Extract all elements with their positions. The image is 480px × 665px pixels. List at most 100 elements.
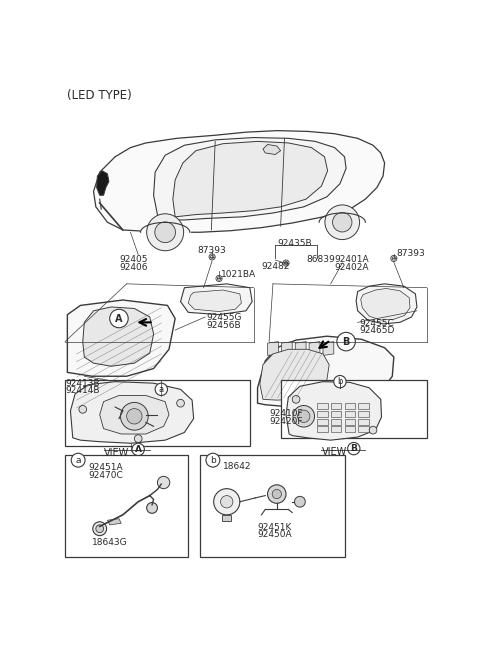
- Polygon shape: [108, 519, 121, 525]
- Circle shape: [79, 406, 86, 413]
- Text: 92420F: 92420F: [269, 417, 302, 426]
- Circle shape: [93, 522, 107, 535]
- Polygon shape: [295, 342, 306, 356]
- Circle shape: [71, 454, 85, 467]
- Text: 92435B: 92435B: [277, 239, 312, 248]
- Text: 92455C: 92455C: [359, 319, 394, 327]
- Text: (LED TYPE): (LED TYPE): [67, 89, 132, 102]
- Text: 92402A: 92402A: [335, 263, 369, 272]
- Bar: [317, 426, 328, 432]
- Text: VIEW: VIEW: [104, 448, 129, 458]
- Bar: [331, 418, 341, 425]
- Polygon shape: [83, 307, 154, 366]
- Circle shape: [292, 396, 300, 403]
- Polygon shape: [96, 171, 109, 196]
- Polygon shape: [180, 284, 252, 315]
- Text: 92410F: 92410F: [269, 410, 303, 418]
- Bar: [359, 426, 369, 432]
- Circle shape: [334, 376, 346, 388]
- Bar: [345, 403, 355, 410]
- Circle shape: [216, 275, 222, 281]
- Text: 92405: 92405: [119, 255, 147, 265]
- Circle shape: [214, 489, 240, 515]
- Circle shape: [333, 213, 352, 232]
- Bar: [345, 418, 355, 425]
- Circle shape: [267, 485, 286, 503]
- Text: 87393: 87393: [198, 246, 227, 255]
- Polygon shape: [281, 342, 292, 356]
- Bar: [359, 411, 369, 417]
- Polygon shape: [309, 342, 320, 356]
- Text: 92451K: 92451K: [258, 523, 292, 531]
- Circle shape: [147, 213, 184, 251]
- Circle shape: [206, 454, 220, 467]
- Circle shape: [283, 260, 289, 266]
- Circle shape: [96, 525, 104, 533]
- Polygon shape: [286, 382, 382, 440]
- Text: 1021BA: 1021BA: [221, 270, 256, 279]
- Bar: [317, 403, 328, 410]
- Text: B: B: [350, 444, 357, 453]
- Text: 18642: 18642: [223, 462, 252, 471]
- Circle shape: [155, 383, 168, 396]
- Circle shape: [272, 489, 281, 499]
- Circle shape: [221, 495, 233, 508]
- Circle shape: [177, 400, 184, 407]
- Circle shape: [127, 408, 142, 424]
- Text: a: a: [159, 385, 164, 394]
- Polygon shape: [267, 342, 278, 356]
- Bar: [359, 403, 369, 410]
- Circle shape: [120, 402, 148, 430]
- Text: 86839: 86839: [306, 255, 335, 265]
- Text: VIEW: VIEW: [322, 447, 347, 457]
- Polygon shape: [154, 138, 346, 230]
- Text: 92470C: 92470C: [88, 471, 123, 480]
- Text: b: b: [337, 377, 343, 386]
- Bar: [281, 380, 427, 438]
- Bar: [65, 380, 250, 446]
- Circle shape: [369, 426, 377, 434]
- Polygon shape: [323, 342, 334, 356]
- Bar: [345, 426, 355, 432]
- Polygon shape: [100, 396, 169, 434]
- Bar: [359, 418, 369, 425]
- Circle shape: [295, 496, 305, 507]
- Text: 92413B: 92413B: [65, 378, 100, 388]
- Text: 92414B: 92414B: [65, 386, 99, 395]
- Circle shape: [391, 255, 397, 261]
- Bar: [222, 515, 231, 521]
- Circle shape: [325, 205, 360, 239]
- Bar: [345, 411, 355, 417]
- Text: b: b: [210, 456, 216, 465]
- Circle shape: [293, 406, 314, 427]
- Text: 92455G: 92455G: [206, 313, 241, 322]
- Text: 92456B: 92456B: [206, 321, 240, 330]
- Bar: [200, 455, 345, 557]
- Circle shape: [134, 435, 142, 442]
- Text: B: B: [342, 336, 350, 346]
- Polygon shape: [260, 349, 329, 400]
- Polygon shape: [361, 289, 410, 320]
- Text: 92406: 92406: [119, 263, 147, 272]
- Polygon shape: [258, 336, 394, 407]
- Polygon shape: [188, 290, 241, 312]
- Text: a: a: [75, 456, 81, 465]
- Circle shape: [155, 222, 176, 243]
- Bar: [331, 426, 341, 432]
- Polygon shape: [356, 284, 417, 324]
- Circle shape: [132, 444, 144, 456]
- Text: 92451A: 92451A: [88, 464, 123, 472]
- Text: 92401A: 92401A: [335, 255, 369, 265]
- Bar: [317, 418, 328, 425]
- Text: 92450A: 92450A: [258, 530, 292, 539]
- Circle shape: [209, 254, 215, 260]
- Bar: [331, 411, 341, 417]
- Text: 87393: 87393: [396, 249, 425, 258]
- Text: A: A: [115, 313, 123, 323]
- Bar: [317, 411, 328, 417]
- Text: A: A: [135, 445, 142, 454]
- Polygon shape: [71, 382, 193, 444]
- Circle shape: [348, 442, 360, 455]
- Polygon shape: [173, 142, 328, 217]
- Circle shape: [147, 503, 157, 513]
